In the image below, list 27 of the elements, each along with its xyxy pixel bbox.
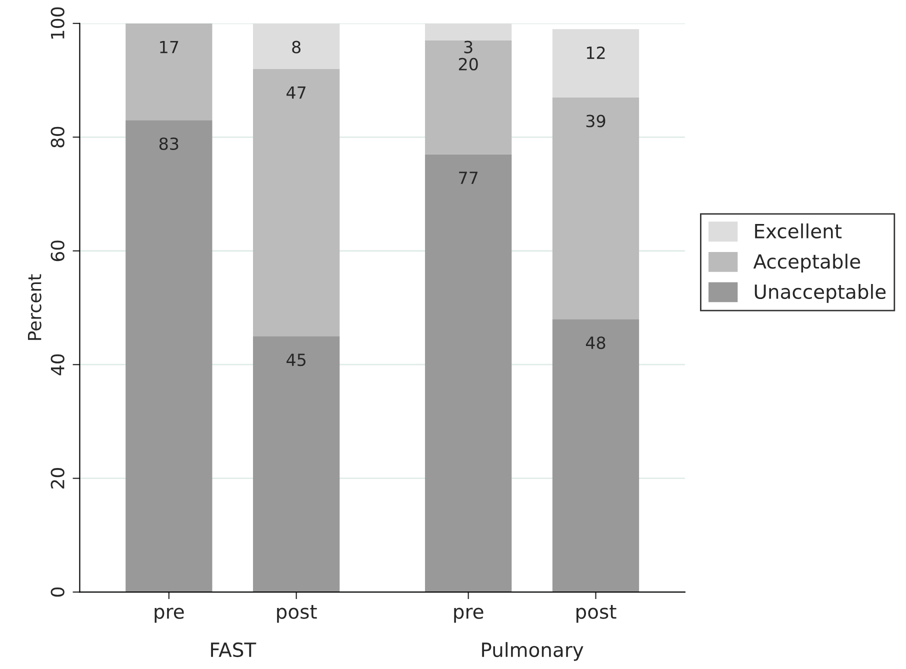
y-tick-label: 60	[50, 240, 64, 262]
y-axis-title: Percent	[28, 274, 42, 340]
data-label: 83	[159, 137, 178, 150]
legend-label: Excellent	[755, 223, 842, 238]
data-label: 45	[286, 354, 306, 366]
y-tick-label: 80	[50, 126, 64, 148]
text: FAST	[211, 642, 256, 658]
data-label: 48	[586, 336, 606, 350]
text: Pulmonary	[482, 642, 584, 661]
data-label: 47	[286, 86, 306, 99]
legend-label: Acceptable	[753, 254, 860, 273]
data-label: 17	[160, 40, 178, 54]
data-label: 12	[586, 46, 605, 59]
data-label: 8	[292, 40, 300, 54]
data-label: 39	[586, 114, 606, 128]
x-tick-label: post	[576, 604, 616, 623]
data-label: 3	[464, 40, 472, 54]
y-tick-label: 100	[50, 7, 64, 39]
x-tick-label: post	[277, 604, 317, 623]
y-tick-label: 0	[50, 588, 64, 597]
x-tick-label: pre	[454, 608, 484, 623]
y-tick-label: 40	[50, 354, 64, 376]
data-label: 20	[458, 58, 478, 70]
legend-label: Unacceptable	[754, 284, 886, 303]
y-tick-label: 20	[50, 468, 64, 488]
data-label: 77	[459, 172, 478, 184]
x-tick-label: pre	[154, 608, 184, 623]
